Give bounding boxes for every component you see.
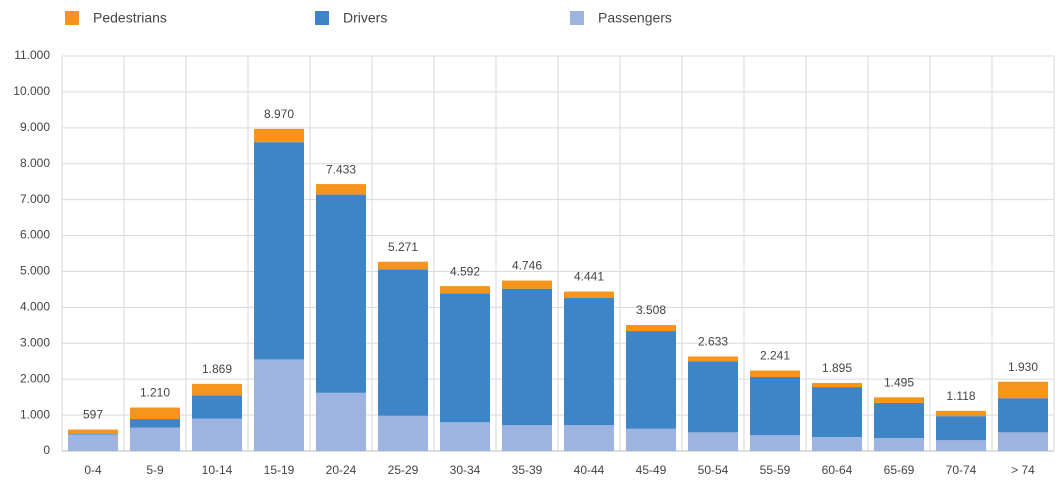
bar-segment <box>316 392 366 451</box>
total-label: 7.433 <box>326 162 356 176</box>
bar-segment <box>750 370 800 378</box>
x-tick-label: 20-24 <box>326 463 357 477</box>
bar-segment <box>812 436 862 451</box>
y-tick-label: 3.000 <box>20 335 50 349</box>
x-tick-label: 5-9 <box>146 463 164 477</box>
total-label: 1.895 <box>822 361 852 375</box>
legend-label: Drivers <box>343 10 387 26</box>
bar-segment <box>750 435 800 451</box>
bar-segment <box>440 422 490 451</box>
bar-segment <box>812 382 862 388</box>
bar-segment <box>68 434 118 451</box>
total-label: 5.271 <box>388 240 418 254</box>
bar-segment <box>378 261 428 270</box>
bar-segment <box>502 425 552 451</box>
bar-segment <box>936 440 986 451</box>
y-tick-label: 2.000 <box>20 371 50 385</box>
bar-segment <box>626 428 676 451</box>
bar-segment <box>378 269 428 416</box>
x-tick-label: 55-59 <box>760 463 791 477</box>
total-label: 4.592 <box>450 264 480 278</box>
bar-segment <box>254 142 304 360</box>
x-tick-label: 45-49 <box>636 463 667 477</box>
y-tick-label: 9.000 <box>20 120 50 134</box>
bar-segment <box>874 402 924 439</box>
x-tick-label: 35-39 <box>512 463 543 477</box>
x-tick-label: 65-69 <box>884 463 915 477</box>
bar-segment <box>502 288 552 426</box>
x-tick-label: 60-64 <box>822 463 853 477</box>
bar-segment <box>316 194 366 393</box>
bar-segment <box>440 293 490 423</box>
x-tick-label: > 74 <box>1011 463 1035 477</box>
bar-segment <box>750 377 800 436</box>
y-tick-label: 7.000 <box>20 192 50 206</box>
total-label: 2.241 <box>760 349 790 363</box>
bar-segment <box>68 429 118 435</box>
bar-segment <box>564 291 614 299</box>
x-tick-label: 30-34 <box>450 463 481 477</box>
total-label: 4.441 <box>574 270 604 284</box>
bar-segment <box>378 415 428 451</box>
bar-segment <box>688 361 738 433</box>
bar-segment <box>502 280 552 289</box>
legend-swatch <box>570 11 584 25</box>
x-tick-label: 25-29 <box>388 463 419 477</box>
x-tick-label: 15-19 <box>264 463 295 477</box>
total-label: 1.869 <box>202 362 232 376</box>
bar-segment <box>998 381 1048 399</box>
bar-segment <box>936 416 986 441</box>
total-label: 1.495 <box>884 375 914 389</box>
total-label: 8.970 <box>264 107 294 121</box>
total-label: 3.508 <box>636 303 666 317</box>
y-tick-label: 8.000 <box>20 156 50 170</box>
y-tick-label: 6.000 <box>20 228 50 242</box>
y-tick-label: 5.000 <box>20 264 50 278</box>
bar-segment <box>564 425 614 451</box>
x-tick-label: 40-44 <box>574 463 605 477</box>
x-tick-label: 10-14 <box>202 463 233 477</box>
legend-label: Pedestrians <box>93 10 167 26</box>
bar-segment <box>68 434 118 435</box>
bar-segment <box>688 432 738 451</box>
y-tick-label: 10.000 <box>13 84 50 98</box>
bar-segment <box>254 128 304 143</box>
total-label: 1.930 <box>1008 360 1038 374</box>
bar-segment <box>192 418 242 451</box>
bar-segment <box>192 383 242 396</box>
bar-segment <box>440 286 490 294</box>
legend-swatch <box>65 11 79 25</box>
bar-segment <box>564 298 614 426</box>
x-tick-label: 0-4 <box>84 463 102 477</box>
bar-segment <box>192 395 242 419</box>
total-label: 1.210 <box>140 386 170 400</box>
total-label: 4.746 <box>512 259 542 273</box>
bar-segment <box>998 398 1048 433</box>
x-tick-label: 70-74 <box>946 463 977 477</box>
total-label: 597 <box>83 408 103 422</box>
legend-swatch <box>315 11 329 25</box>
y-tick-label: 0 <box>43 443 50 457</box>
bar-segment <box>130 419 180 428</box>
x-tick-label: 50-54 <box>698 463 729 477</box>
bar-segment <box>130 407 180 420</box>
bar-segment <box>316 184 366 195</box>
bar-segment <box>130 427 180 451</box>
legend-label: Passengers <box>598 10 672 26</box>
bar-segment <box>874 438 924 451</box>
y-tick-label: 1.000 <box>20 407 50 421</box>
bar-segment <box>812 387 862 437</box>
bar-segment <box>688 356 738 362</box>
total-label: 2.633 <box>698 335 728 349</box>
bar-segment <box>626 331 676 429</box>
bar-segment <box>936 410 986 417</box>
bar-segment <box>874 397 924 403</box>
bar-segment <box>254 359 304 451</box>
total-label: 1.118 <box>946 389 975 403</box>
bar-segment <box>998 432 1048 451</box>
bar-segment <box>626 325 676 332</box>
y-tick-label: 4.000 <box>20 300 50 314</box>
y-tick-label: 11.000 <box>14 48 50 62</box>
